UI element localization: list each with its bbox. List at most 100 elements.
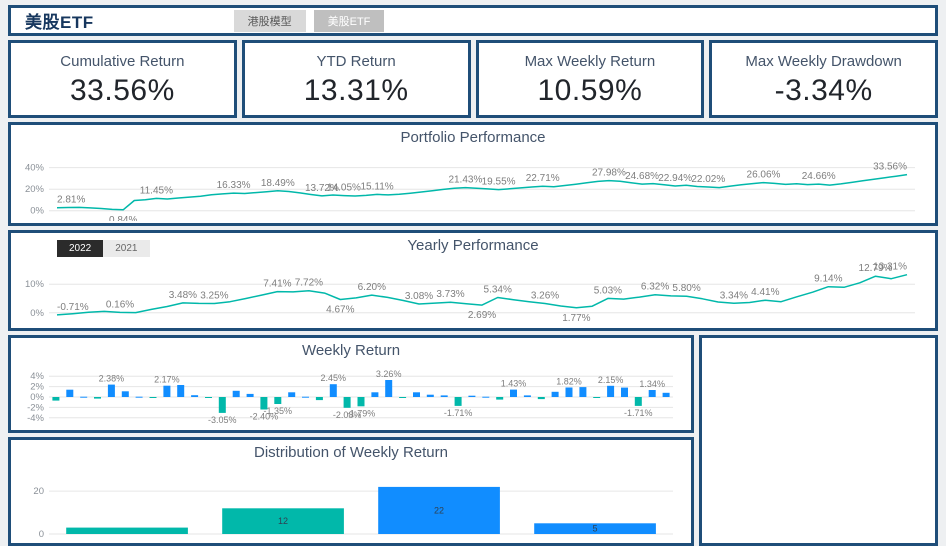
portfolio-performance-title: Portfolio Performance	[400, 129, 546, 146]
svg-text:-4%: -4%	[27, 413, 44, 424]
svg-text:21.43%: 21.43%	[448, 175, 482, 186]
svg-text:1.34%: 1.34%	[639, 379, 665, 389]
yearly-performance-panel: 2022 2021 Yearly Performance 0% 10% -0.71%…	[8, 230, 938, 331]
svg-text:5.03%: 5.03%	[594, 285, 622, 296]
kpi-ytd-return: YTD Return 13.31%	[241, 40, 471, 118]
distribution-panel: Distribution of Weekly Return 20 0 12 22 5	[8, 437, 694, 546]
svg-text:15.11%: 15.11%	[361, 181, 394, 192]
svg-text:22.02%: 22.02%	[691, 174, 725, 185]
portfolio-performance-panel: Portfolio Performance 0% 20% 40% 2.81% 0.84%…	[8, 122, 938, 226]
svg-text:13.31%: 13.31%	[873, 262, 907, 273]
svg-text:40%: 40%	[25, 163, 45, 174]
distribution-chart[interactable]: 20 0 12 22 5	[15, 462, 685, 540]
kpi-value: -3.34%	[774, 73, 873, 107]
svg-text:22.94%: 22.94%	[658, 173, 692, 184]
svg-text:1.77%: 1.77%	[562, 313, 590, 324]
svg-text:3.26%: 3.26%	[531, 291, 559, 302]
svg-text:0: 0	[39, 529, 44, 540]
svg-text:-1.35%: -1.35%	[264, 406, 293, 416]
svg-text:2%: 2%	[30, 382, 44, 393]
svg-text:0%: 0%	[30, 392, 44, 403]
kpi-max-weekly-return: Max Weekly Return 10.59%	[475, 40, 705, 118]
svg-text:12.79%: 12.79%	[859, 263, 893, 274]
portfolio-performance-chart[interactable]: 0% 20% 40% 2.81% 0.84% 11.45% 16.33% 18.49% 13.7…	[15, 147, 927, 226]
svg-text:5.34%: 5.34%	[484, 285, 512, 296]
svg-text:14.05%: 14.05%	[327, 183, 361, 194]
kpi-cumulative-return: Cumulative Return 33.56%	[8, 40, 237, 118]
svg-text:0%: 0%	[30, 206, 44, 217]
svg-text:16.33%: 16.33%	[217, 180, 251, 191]
kpi-title: Max Weekly Drawdown	[745, 52, 902, 70]
yearly-performance-title: Yearly Performance	[407, 237, 539, 254]
svg-text:19.55%: 19.55%	[482, 177, 516, 188]
svg-text:3.48%: 3.48%	[169, 290, 197, 301]
kpi-title: Cumulative Return	[60, 52, 185, 70]
model-tabs: 港股模型 美股ETF	[233, 9, 385, 32]
svg-text:7.72%: 7.72%	[295, 278, 323, 289]
svg-text:3.34%: 3.34%	[720, 290, 748, 301]
svg-text:33.56%: 33.56%	[873, 162, 907, 173]
svg-text:9.14%: 9.14%	[814, 274, 842, 285]
kpi-max-weekly-drawdown: Max Weekly Drawdown -3.34%	[709, 40, 938, 118]
weekly-return-chart[interactable]: 4%2%0%-2%-4% 2.38% 2.17% -3.05% -2.40%-1.35%…	[15, 360, 685, 428]
year-button-2021[interactable]: 2021	[103, 240, 150, 257]
svg-text:-0.71%: -0.71%	[57, 302, 89, 313]
svg-text:12: 12	[278, 516, 288, 526]
year-button-2022[interactable]: 2022	[57, 240, 104, 257]
kpi-title: YTD Return	[316, 52, 396, 70]
svg-text:24.68%: 24.68%	[625, 171, 659, 182]
kpi-value: 13.31%	[303, 73, 409, 107]
svg-text:2.17%: 2.17%	[154, 375, 180, 385]
svg-text:26.06%: 26.06%	[747, 170, 781, 181]
kpi-value: 10.59%	[537, 73, 643, 107]
weekly-return-title: Weekly Return	[301, 342, 401, 359]
bottom-section: Weekly Return 4% 2% 0% -2% -4% 2.38% 2.17% -3.0…	[8, 335, 938, 546]
svg-text:-1.71%: -1.71%	[444, 408, 473, 418]
svg-text:-2.40%: -2.40%	[250, 412, 279, 422]
svg-text:-3.05%: -3.05%	[208, 415, 237, 425]
kpi-row: Cumulative Return 33.56% YTD Return 13.3…	[8, 40, 938, 118]
weekly-return-panel: Weekly Return 4% 2% 0% -2% -4% 2.38% 2.17% -3.0…	[8, 335, 694, 433]
svg-text:1.82%: 1.82%	[556, 377, 582, 387]
svg-text:2.45%: 2.45%	[321, 373, 347, 383]
svg-text:0.16%: 0.16%	[106, 299, 134, 310]
svg-text:27.98%: 27.98%	[592, 168, 626, 179]
svg-text:0%: 0%	[30, 308, 44, 319]
tab-us-etf[interactable]: 美股ETF	[313, 9, 385, 32]
svg-text:2.81%: 2.81%	[57, 195, 85, 206]
svg-text:4.67%: 4.67%	[326, 305, 354, 316]
empty-panel	[699, 335, 938, 546]
svg-text:18.49%: 18.49%	[261, 178, 295, 189]
svg-text:5.80%: 5.80%	[672, 283, 700, 294]
svg-text:3.08%: 3.08%	[405, 291, 433, 302]
svg-text:1.43%: 1.43%	[501, 379, 527, 389]
svg-text:6.20%: 6.20%	[358, 282, 386, 293]
svg-text:6.32%: 6.32%	[641, 282, 669, 293]
svg-text:4.41%: 4.41%	[751, 287, 779, 298]
svg-text:11.45%: 11.45%	[140, 185, 173, 196]
year-selector: 2022 2021	[57, 240, 150, 257]
svg-text:13.72%: 13.72%	[305, 183, 339, 194]
svg-text:3.26%: 3.26%	[376, 369, 402, 379]
distribution-title: Distribution of Weekly Return	[254, 444, 448, 461]
svg-text:7.41%: 7.41%	[263, 279, 291, 290]
svg-text:-1.71%: -1.71%	[624, 408, 653, 418]
svg-text:2.15%: 2.15%	[598, 375, 624, 385]
svg-text:22: 22	[434, 505, 444, 515]
page-title: 美股ETF	[25, 13, 94, 32]
svg-text:2.38%: 2.38%	[99, 374, 125, 384]
svg-text:5: 5	[592, 524, 597, 534]
svg-text:0.84%: 0.84%	[109, 215, 137, 221]
tab-hk-model[interactable]: 港股模型	[233, 9, 306, 32]
svg-text:-2%: -2%	[27, 402, 44, 413]
kpi-value: 33.56%	[70, 73, 175, 107]
svg-text:24.66%: 24.66%	[802, 171, 836, 182]
kpi-title: Max Weekly Return	[524, 52, 656, 70]
yearly-performance-chart[interactable]: 0% 10% -0.71% 0.16% 3.48% 3.25% 7.41% 7.72% 4.67…	[15, 255, 927, 326]
svg-text:20: 20	[33, 486, 44, 497]
dashboard-header: 美股ETF 港股模型 美股ETF	[8, 5, 938, 36]
svg-text:-1.79%: -1.79%	[347, 408, 376, 418]
svg-text:2.69%: 2.69%	[468, 310, 496, 321]
svg-text:20%: 20%	[25, 184, 45, 195]
svg-text:3.25%: 3.25%	[200, 291, 228, 302]
